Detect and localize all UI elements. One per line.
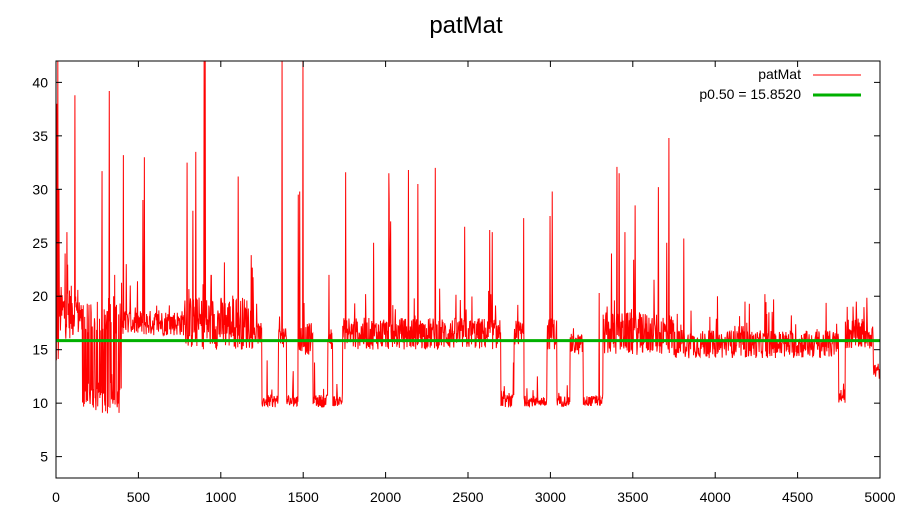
y-tick-label-5: 5 [40,449,48,465]
x-tick-label-2500: 2500 [452,489,483,505]
x-tick-label-2000: 2000 [370,489,401,505]
y-tick-label-35: 35 [32,128,48,144]
x-tick-label-5000: 5000 [864,489,895,505]
series-line-patmat [55,60,881,414]
x-tick-label-3000: 3000 [535,489,566,505]
legend-label-patmat: patMat [758,66,801,82]
y-tick-label-15: 15 [32,342,48,358]
x-tick-label-0: 0 [52,489,60,505]
y-tick-label-25: 25 [32,235,48,251]
y-tick-label-10: 10 [32,395,48,411]
legend-label-median: p0.50 = 15.8520 [699,86,801,102]
x-tick-label-500: 500 [127,489,151,505]
tick-layer: 0 500 1000 1500 2000 2500 3000 3500 4000 4500 5000… [32,61,896,505]
y-tick-label-20: 20 [32,288,48,304]
x-tick-label-3500: 3500 [617,489,648,505]
x-tick-label-4500: 4500 [782,489,813,505]
x-tick-label-1500: 1500 [288,489,319,505]
x-tick-label-1000: 1000 [205,489,236,505]
plot-frame [55,60,881,479]
legend: patMat p0.50 = 15.8520 [699,66,861,102]
y-tick-label-40: 40 [32,74,48,90]
chart-title: patMat [429,12,503,39]
x-tick-label-4000: 4000 [700,489,731,505]
y-tick-label-30: 30 [32,181,48,197]
series-layer [55,60,881,414]
